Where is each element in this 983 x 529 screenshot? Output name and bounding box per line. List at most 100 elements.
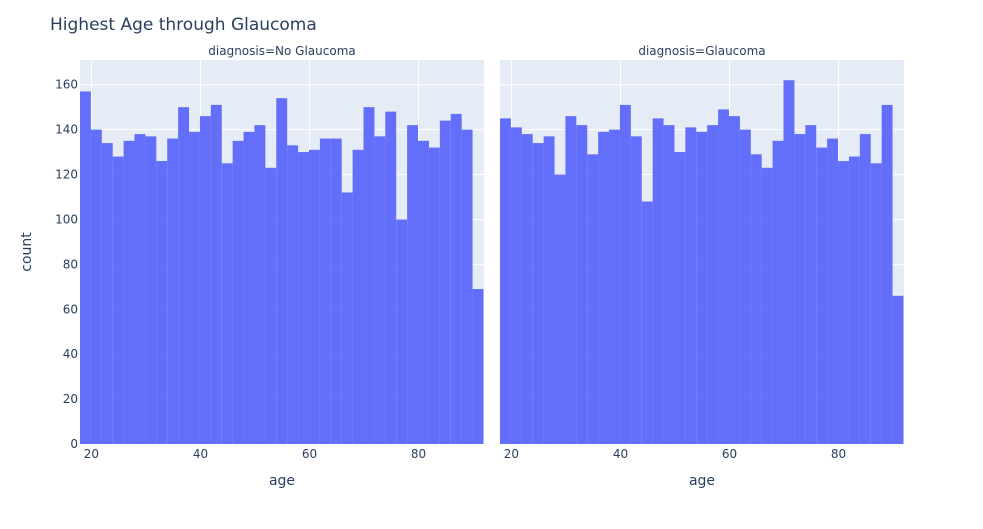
y-tick-label: 160: [55, 78, 78, 92]
histogram-bar: [428, 147, 440, 444]
y-tick-label: 0: [70, 437, 78, 451]
histogram-bar: [319, 138, 331, 444]
histogram-bar: [543, 136, 555, 444]
histogram-bar: [123, 140, 135, 444]
histogram-bar: [554, 174, 566, 445]
histogram-bar: [816, 147, 828, 444]
histogram-bar: [510, 127, 522, 445]
histogram-bar: [761, 167, 773, 444]
histogram-bar: [385, 111, 397, 445]
histogram-bar: [892, 295, 904, 444]
x-axis-label: age: [269, 473, 295, 489]
histogram-bar: [772, 140, 784, 444]
histogram-bar: [232, 140, 244, 444]
histogram-bar: [276, 98, 288, 444]
y-tick-label: 40: [63, 347, 78, 361]
panel-label: diagnosis=No Glaucoma: [208, 44, 355, 58]
histogram-bar: [783, 80, 795, 445]
x-axis-label: age: [689, 473, 715, 489]
histogram-bar: [221, 163, 233, 444]
x-tick-label: 40: [193, 447, 208, 461]
histogram-bar: [838, 161, 849, 445]
histogram-bar: [80, 91, 91, 444]
histogram-bar: [101, 143, 113, 445]
chart-title: Highest Age through Glaucoma: [50, 15, 317, 35]
histogram-bar: [859, 134, 871, 444]
histogram-bar: [450, 113, 462, 444]
histogram-bar: [407, 125, 419, 445]
panel-label: diagnosis=Glaucoma: [638, 44, 765, 58]
histogram-bar: [178, 107, 190, 444]
histogram-bar: [630, 136, 642, 444]
histogram-bar: [167, 138, 179, 444]
y-tick-label: 100: [55, 212, 78, 226]
histogram-bar: [461, 129, 473, 445]
x-tick-label: 20: [84, 447, 99, 461]
histogram-bar: [707, 125, 719, 445]
y-tick-label: 120: [55, 168, 78, 182]
histogram-bar: [881, 104, 893, 444]
histogram-bar: [145, 136, 157, 444]
y-tick-label: 140: [55, 123, 78, 137]
histogram-bar: [619, 104, 631, 444]
histogram-bar: [728, 116, 740, 444]
x-tick-label: 60: [302, 447, 317, 461]
histogram-bar: [674, 152, 686, 444]
histogram-bar: [90, 129, 102, 445]
histogram-bar: [576, 125, 588, 445]
histogram-bar: [696, 131, 708, 444]
histogram-bar: [587, 154, 599, 444]
histogram-bar: [199, 116, 211, 444]
histogram-bar: [718, 109, 729, 445]
panel-2: diagnosis=Glaucoma 20 40 60 80 age: [500, 44, 904, 489]
histogram-bar: [254, 125, 266, 445]
histogram-bar: [352, 149, 364, 444]
histogram-bar: [472, 289, 484, 444]
histogram-bar: [363, 107, 375, 444]
histogram-bar: [805, 125, 817, 445]
histogram-bar: [396, 219, 408, 444]
histogram-bar: [565, 116, 577, 444]
x-tick-label: 20: [504, 447, 519, 461]
histogram-bar: [265, 167, 277, 444]
histogram-bar: [827, 138, 839, 444]
histogram-bar: [210, 104, 222, 444]
histogram-bar: [870, 163, 882, 444]
histogram-bar: [112, 156, 124, 444]
panel-1: diagnosis=No Glaucoma 20 40 60 80 age 0 20 40 60 8…: [55, 44, 484, 489]
histogram-bar: [418, 140, 429, 444]
histogram-bar: [521, 134, 533, 444]
histogram-bar: [652, 118, 664, 445]
histogram-bar: [308, 149, 320, 444]
y-tick-label: 20: [63, 392, 78, 406]
x-tick-label: 60: [722, 447, 737, 461]
histogram-bar: [243, 131, 255, 444]
histogram-bar: [532, 143, 544, 445]
histogram-bar: [287, 145, 299, 445]
histogram-bar: [134, 134, 146, 444]
histogram-bar: [500, 118, 511, 445]
histogram-bar: [598, 131, 610, 444]
histogram-bar: [848, 156, 860, 444]
histogram-bar: [330, 138, 342, 444]
histogram-bar: [439, 120, 451, 444]
histogram-bar: [739, 129, 751, 445]
histogram-bar: [341, 192, 353, 444]
y-tick-label: 80: [63, 257, 78, 271]
x-tick-label: 40: [613, 447, 628, 461]
histogram-bar: [609, 129, 620, 445]
histogram-bar: [189, 131, 200, 444]
histogram-bar: [156, 161, 168, 445]
y-axis-label: count: [19, 232, 35, 272]
histogram-bar: [663, 125, 675, 445]
histogram-bar: [685, 127, 697, 445]
panels-layer: diagnosis=No Glaucoma 20 40 60 80 age 0 20 40 60 8…: [55, 44, 904, 489]
histogram-bar: [794, 134, 806, 444]
histogram-bar: [750, 154, 762, 444]
x-tick-label: 80: [411, 447, 426, 461]
x-tick-label: 80: [831, 447, 846, 461]
histogram-bar: [374, 136, 386, 444]
histogram-bar: [641, 201, 653, 444]
